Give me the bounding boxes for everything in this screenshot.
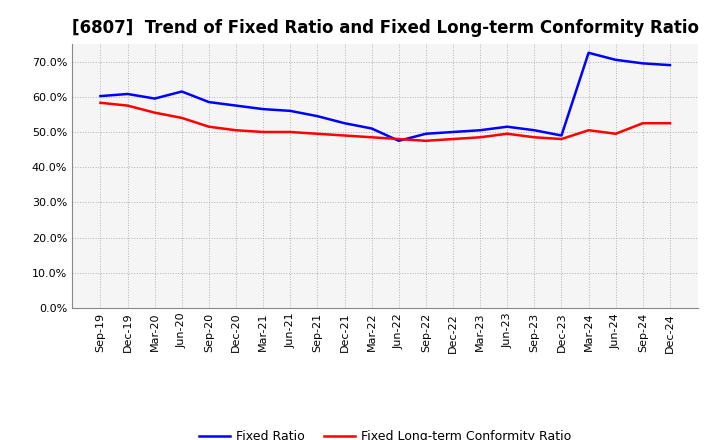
- Fixed Long-term Conformity Ratio: [665, 121, 674, 126]
- Fixed Long-term Conformity Ratio: [639, 121, 647, 126]
- Fixed Ratio: [123, 92, 132, 97]
- Fixed Long-term Conformity Ratio: [421, 138, 430, 143]
- Fixed Ratio: [286, 108, 294, 114]
- Fixed Long-term Conformity Ratio: [341, 133, 349, 138]
- Line: Fixed Long-term Conformity Ratio: Fixed Long-term Conformity Ratio: [101, 103, 670, 141]
- Fixed Ratio: [611, 57, 620, 62]
- Fixed Ratio: [259, 106, 268, 112]
- Fixed Ratio: [178, 89, 186, 94]
- Fixed Long-term Conformity Ratio: [557, 136, 566, 142]
- Fixed Ratio: [665, 62, 674, 68]
- Fixed Long-term Conformity Ratio: [259, 129, 268, 135]
- Fixed Ratio: [557, 133, 566, 138]
- Fixed Ratio: [232, 103, 240, 108]
- Fixed Long-term Conformity Ratio: [123, 103, 132, 108]
- Fixed Long-term Conformity Ratio: [204, 124, 213, 129]
- Fixed Long-term Conformity Ratio: [150, 110, 159, 115]
- Fixed Ratio: [530, 128, 539, 133]
- Fixed Long-term Conformity Ratio: [313, 131, 322, 136]
- Fixed Long-term Conformity Ratio: [178, 115, 186, 121]
- Fixed Long-term Conformity Ratio: [530, 135, 539, 140]
- Fixed Long-term Conformity Ratio: [476, 135, 485, 140]
- Fixed Ratio: [150, 96, 159, 101]
- Fixed Ratio: [341, 121, 349, 126]
- Fixed Ratio: [476, 128, 485, 133]
- Fixed Ratio: [639, 61, 647, 66]
- Fixed Long-term Conformity Ratio: [449, 136, 457, 142]
- Fixed Long-term Conformity Ratio: [286, 129, 294, 135]
- Fixed Ratio: [503, 124, 511, 129]
- Fixed Long-term Conformity Ratio: [395, 136, 403, 142]
- Line: Fixed Ratio: Fixed Ratio: [101, 53, 670, 141]
- Fixed Ratio: [449, 129, 457, 135]
- Fixed Ratio: [367, 126, 376, 131]
- Fixed Ratio: [313, 114, 322, 119]
- Title: [6807]  Trend of Fixed Ratio and Fixed Long-term Conformity Ratio: [6807] Trend of Fixed Ratio and Fixed Lo…: [72, 19, 698, 37]
- Fixed Ratio: [421, 131, 430, 136]
- Fixed Long-term Conformity Ratio: [367, 135, 376, 140]
- Fixed Long-term Conformity Ratio: [503, 131, 511, 136]
- Fixed Long-term Conformity Ratio: [584, 128, 593, 133]
- Fixed Ratio: [395, 138, 403, 143]
- Fixed Long-term Conformity Ratio: [232, 128, 240, 133]
- Fixed Ratio: [96, 93, 105, 99]
- Fixed Long-term Conformity Ratio: [96, 100, 105, 106]
- Legend: Fixed Ratio, Fixed Long-term Conformity Ratio: Fixed Ratio, Fixed Long-term Conformity …: [194, 425, 577, 440]
- Fixed Ratio: [204, 99, 213, 105]
- Fixed Long-term Conformity Ratio: [611, 131, 620, 136]
- Fixed Ratio: [584, 50, 593, 55]
